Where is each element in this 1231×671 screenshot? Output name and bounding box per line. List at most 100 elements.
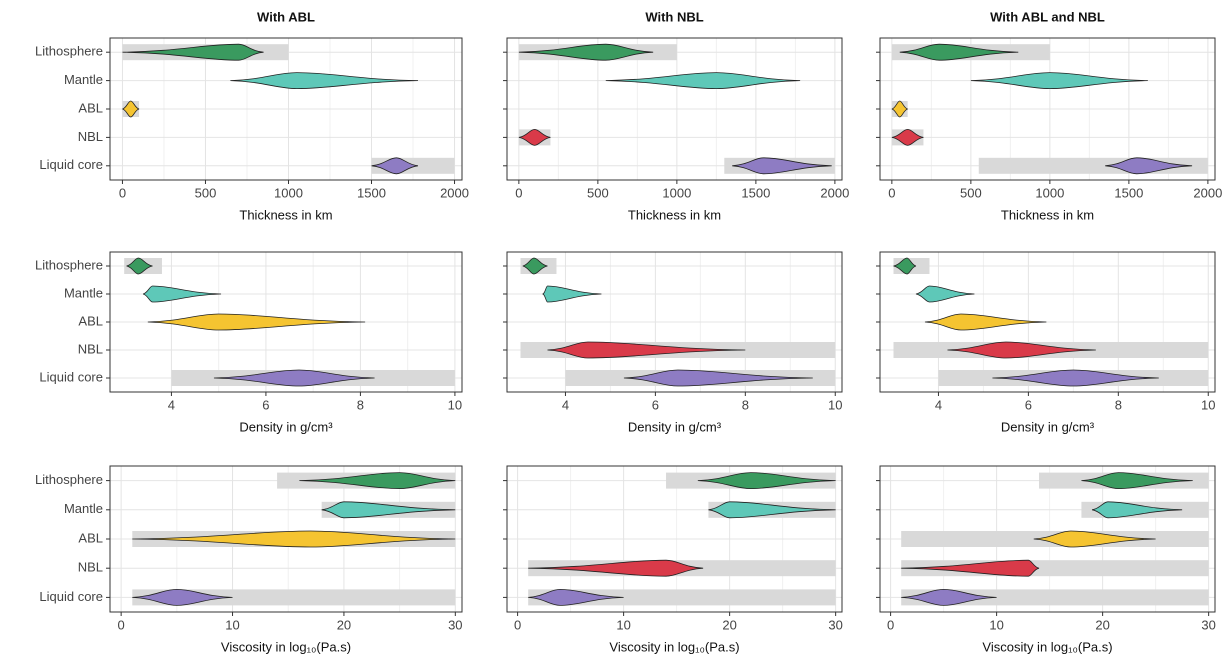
x-tick-label: 0: [515, 185, 522, 200]
violin: [122, 43, 264, 61]
panel-title: With ABL and NBL: [990, 9, 1105, 24]
x-axis-label: Density in g/cm³: [1001, 419, 1095, 434]
y-tick-label: NBL: [78, 560, 103, 575]
x-tick-label: 1500: [741, 185, 770, 200]
y-tick-label: NBL: [78, 341, 103, 356]
x-tick-label: 10: [225, 617, 239, 632]
violin: [1105, 157, 1193, 175]
violin: [528, 559, 704, 577]
violin: [893, 257, 917, 275]
violin: [528, 588, 624, 606]
panel-title: With ABL: [257, 9, 315, 24]
violin: [899, 43, 1019, 61]
x-tick-label: 30: [448, 617, 462, 632]
violin: [147, 313, 366, 331]
prior-range: [132, 589, 456, 606]
violin: [605, 72, 801, 90]
violin: [1033, 530, 1156, 548]
x-tick-label: 20: [337, 617, 351, 632]
violin: [132, 530, 456, 548]
violin: [122, 100, 140, 118]
prior-range: [528, 589, 836, 606]
violin: [213, 369, 375, 387]
x-tick-label: 8: [1115, 397, 1122, 412]
x-axis-label: Viscosity in log₁₀(Pa.s): [221, 639, 351, 654]
y-tick-label: Mantle: [64, 72, 103, 87]
violin: [518, 43, 654, 61]
x-tick-label: 20: [1095, 617, 1109, 632]
x-tick-label: 8: [742, 397, 749, 412]
x-tick-label: 0: [887, 617, 894, 632]
x-axis-label: Thickness in km: [1001, 207, 1094, 222]
y-tick-label: ABL: [78, 530, 103, 545]
violin: [697, 472, 836, 490]
x-axis-label: Viscosity in log₁₀(Pa.s): [982, 639, 1112, 654]
violin: [708, 501, 836, 519]
violin: [891, 128, 924, 146]
violin: [1081, 472, 1193, 490]
violin: [371, 157, 419, 175]
violin: [132, 588, 233, 606]
y-tick-label: Liquid core: [39, 157, 103, 172]
y-tick-label: Liquid core: [39, 589, 103, 604]
x-tick-label: 2000: [440, 185, 469, 200]
x-tick-label: 1500: [357, 185, 386, 200]
violin: [891, 100, 908, 118]
violin: [522, 257, 548, 275]
violin: [1091, 501, 1183, 519]
x-tick-label: 4: [935, 397, 942, 412]
x-tick-label: 500: [587, 185, 609, 200]
y-tick-label: Lithosphere: [35, 257, 103, 272]
y-tick-label: Mantle: [64, 285, 103, 300]
x-tick-label: 10: [616, 617, 630, 632]
y-tick-label: ABL: [78, 313, 103, 328]
x-tick-label: 0: [514, 617, 521, 632]
x-tick-label: 0: [118, 617, 125, 632]
x-tick-label: 0: [119, 185, 126, 200]
y-tick-label: NBL: [78, 129, 103, 144]
x-tick-label: 10: [1201, 397, 1215, 412]
violin: [924, 313, 1047, 331]
x-tick-label: 0: [888, 185, 895, 200]
x-tick-label: 30: [828, 617, 842, 632]
violin: [299, 472, 456, 490]
violin: [541, 285, 602, 303]
violin: [992, 369, 1159, 387]
x-tick-label: 2000: [1193, 185, 1222, 200]
violin: [230, 72, 419, 90]
violin: [321, 501, 456, 519]
x-tick-label: 10: [989, 617, 1003, 632]
x-tick-label: 10: [448, 397, 462, 412]
violin: [732, 157, 832, 175]
x-tick-label: 6: [652, 397, 659, 412]
y-tick-label: Liquid core: [39, 369, 103, 384]
x-axis-label: Density in g/cm³: [628, 419, 722, 434]
x-tick-label: 500: [195, 185, 217, 200]
y-tick-label: ABL: [78, 100, 103, 115]
x-tick-label: 1500: [1114, 185, 1143, 200]
x-tick-label: 1000: [1035, 185, 1064, 200]
x-tick-label: 30: [1201, 617, 1215, 632]
violin: [915, 285, 975, 303]
x-axis-label: Density in g/cm³: [239, 419, 333, 434]
x-tick-label: 6: [262, 397, 269, 412]
x-tick-label: 6: [1025, 397, 1032, 412]
x-tick-label: 10: [828, 397, 842, 412]
prior-range: [901, 589, 1209, 606]
violin: [547, 341, 746, 359]
y-tick-label: Lithosphere: [35, 44, 103, 59]
x-axis-label: Thickness in km: [628, 207, 721, 222]
x-tick-label: 4: [562, 397, 569, 412]
x-axis-label: Viscosity in log₁₀(Pa.s): [609, 639, 739, 654]
violin: [518, 128, 551, 146]
violin: [623, 369, 813, 387]
y-tick-label: Mantle: [64, 501, 103, 516]
violin: [947, 341, 1096, 359]
x-tick-label: 1000: [662, 185, 691, 200]
x-axis-label: Thickness in km: [239, 207, 332, 222]
x-tick-label: 1000: [274, 185, 303, 200]
y-tick-label: Lithosphere: [35, 472, 103, 487]
x-tick-label: 4: [168, 397, 175, 412]
violin: [901, 559, 1040, 577]
